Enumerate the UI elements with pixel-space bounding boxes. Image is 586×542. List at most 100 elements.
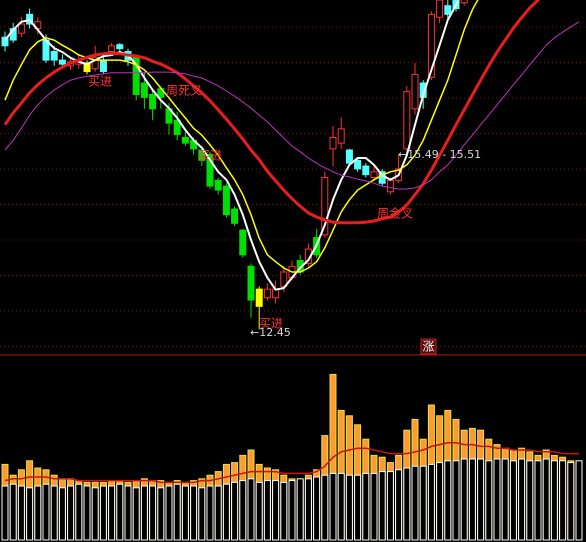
candle-body (239, 229, 247, 256)
candle-body (263, 288, 271, 299)
candle-body (460, 0, 468, 4)
volume-bar (477, 458, 485, 541)
volume-bar (542, 458, 550, 541)
volume-bar (304, 478, 312, 541)
candle-body (214, 179, 222, 191)
volume-bar (288, 480, 296, 541)
volume-bar (354, 474, 362, 541)
volume-bar (255, 481, 263, 541)
volume-bar (518, 458, 526, 541)
annotation: ←15.49 - 15.51 (398, 148, 481, 161)
volume-bar (296, 478, 304, 541)
volume-bar (214, 485, 222, 541)
volume-bar (329, 472, 337, 541)
annotation: 周死叉 (166, 84, 202, 98)
volume-bar (550, 460, 558, 541)
volume-bar (468, 458, 476, 541)
candle-body (149, 93, 157, 110)
volume-bar (91, 487, 99, 541)
volume-average-line (4, 442, 579, 484)
volume-bar (247, 478, 255, 541)
candle-body (1, 36, 9, 47)
candle-body (386, 179, 394, 193)
volume-bar (99, 485, 107, 541)
volume-bar (378, 471, 386, 541)
candle-body (99, 59, 107, 73)
volume-bar (206, 485, 214, 541)
volume-bar (239, 480, 247, 541)
candle-body (329, 136, 337, 150)
candle-body (173, 119, 181, 136)
candle-body (436, 0, 444, 18)
candle-body (181, 136, 189, 144)
volume-bar (149, 485, 157, 541)
volume-bar (165, 485, 173, 541)
volume-bar (501, 458, 509, 541)
volume-bar (140, 485, 148, 541)
volume-bar (493, 458, 501, 541)
volume-bar (460, 458, 468, 541)
candle-body (206, 154, 214, 187)
volume-bar (485, 460, 493, 541)
candle-body (247, 265, 255, 301)
volume-bar (67, 485, 75, 541)
candle-body (91, 56, 99, 70)
moving-average-line (4, 0, 479, 273)
volume-bar (124, 485, 132, 541)
candle-body (370, 171, 378, 179)
volume-bar (34, 485, 42, 541)
annotation: 买进 (259, 317, 283, 331)
badge-label: 涨 (422, 339, 434, 354)
candle-body (444, 5, 452, 15)
volume-bar (42, 483, 50, 541)
candle-body (255, 288, 263, 307)
volume-bar (231, 481, 239, 541)
annotation: 买进 (88, 75, 112, 89)
candle-body (140, 82, 148, 98)
volume-bar (50, 485, 58, 541)
annotation: ←12.45 (250, 326, 291, 339)
candle-body (321, 177, 329, 236)
volume-bar (362, 472, 370, 541)
candle-body (50, 51, 58, 61)
candle-body (280, 271, 288, 287)
volume-bar (436, 462, 444, 541)
volume-bar (345, 474, 353, 541)
volume-panel (1, 373, 583, 541)
candle-body (345, 149, 353, 164)
volume-bar (534, 460, 542, 541)
volume-bar (559, 460, 567, 541)
volume-bar (567, 462, 575, 541)
volume-bar (427, 463, 435, 541)
volume-bar (272, 480, 280, 541)
candle-body (83, 62, 91, 73)
candle-body (222, 185, 230, 216)
candle-body (231, 208, 239, 224)
volume-bar (108, 485, 116, 541)
volume-bar (395, 469, 403, 541)
candle-body (403, 91, 411, 150)
volume-bar (26, 487, 34, 541)
volume-bar (337, 472, 345, 541)
volume-bar (370, 472, 378, 541)
volume-bar (190, 485, 198, 541)
grid (0, 26, 586, 347)
volume-bar (452, 460, 460, 541)
volume-bar (9, 483, 17, 541)
volume-bar (181, 485, 189, 541)
volume-bar (444, 460, 452, 541)
volume-bar (198, 487, 206, 541)
volume-bar (313, 476, 321, 541)
candle-body (108, 45, 116, 53)
volume-bar (419, 465, 427, 541)
moving-average-line (4, 0, 460, 291)
volume-bar (575, 460, 583, 541)
volume-bar (280, 481, 288, 541)
volume-bar (411, 465, 419, 541)
candle-body (411, 73, 419, 110)
moving-average-line (3, 0, 541, 225)
volume-bar (58, 487, 66, 541)
